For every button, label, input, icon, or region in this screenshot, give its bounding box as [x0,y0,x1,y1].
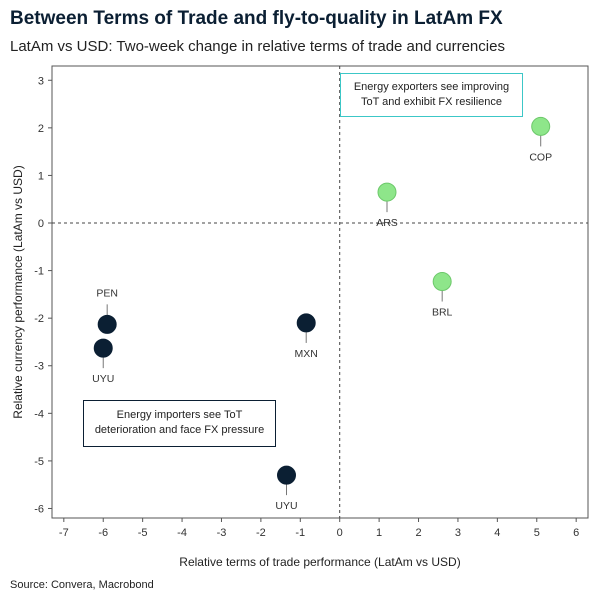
y-tick-label: -5 [34,456,44,468]
y-tick-label: -6 [34,503,44,515]
x-tick-label: -7 [59,527,69,539]
point-label-pen: PEN [96,287,118,299]
x-tick-label: -1 [295,527,305,539]
annotation-importers-line-1: Energy importers see ToT [116,409,243,421]
data-point-ars [377,182,397,202]
y-tick-label: -4 [34,408,44,420]
annotation-energy-exporters: Energy exporters see improving ToT and e… [340,73,523,117]
x-tick-label: -4 [177,527,187,539]
annotation-exporters-line-2: ToT and exhibit FX resilience [360,96,503,108]
y-tick-label: -1 [34,266,44,278]
data-point-mxn [296,313,316,333]
point-label-brl: BRL [432,307,453,319]
data-point-uyu [277,465,296,485]
point-label-ars: ARS [376,217,398,229]
x-tick-label: 4 [494,527,500,539]
x-tick-label: 1 [376,527,382,539]
y-tick-label: -3 [34,361,44,373]
annotation-importers-line-2: deterioration and face FX pressure [94,424,265,436]
y-tick-label: -2 [34,313,44,325]
data-point-pen [97,314,117,334]
y-tick-label: 1 [38,170,44,182]
x-tick-label: -3 [217,527,227,539]
point-label-mxn: MXN [295,348,318,360]
plot-frame [51,65,589,519]
source-note: Source: Convera, Macrobond [10,579,154,591]
x-tick-label: 5 [534,527,540,539]
y-tick-label: 0 [38,218,44,230]
x-tick-label: 2 [415,527,421,539]
y-tick-label: 3 [38,75,44,87]
data-point-uyu [93,338,113,358]
x-tick-label: 0 [337,527,343,539]
x-axis-label: Relative terms of trade performance (Lat… [179,555,460,569]
data-point-cop [531,116,551,136]
x-tick-label: 3 [455,527,461,539]
annotation-energy-importers: Energy importers see ToT deterioration a… [83,400,276,447]
x-tick-label: -2 [256,527,266,539]
chart-title: Between Terms of Trade and fly-to-qualit… [10,8,503,29]
data-point-brl [432,272,452,292]
x-tick-label: -6 [98,527,108,539]
point-label-cop: COP [529,151,552,163]
point-label-uyu: UYU [275,500,297,512]
annotation-exporters-line-1: Energy exporters see improving [353,81,510,93]
point-label-uyu: UYU [92,373,114,385]
y-axis-label: Relative currency performance (LatAm vs … [11,165,25,418]
x-tick-label: -5 [138,527,148,539]
y-tick-label: 2 [38,123,44,135]
chart-subtitle: LatAm vs USD: Two-week change in relativ… [10,38,505,55]
x-tick-label: 6 [573,527,579,539]
